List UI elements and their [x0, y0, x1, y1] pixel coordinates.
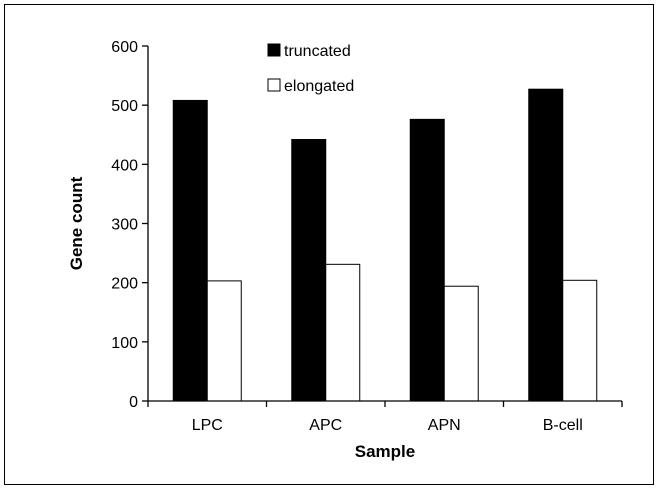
legend-label-elongated: elongated	[284, 78, 354, 95]
bar-elongated-APN	[444, 286, 478, 401]
y-tick-label: 200	[111, 276, 138, 293]
y-tick-label: 600	[111, 39, 138, 56]
bar-truncated-LPC	[173, 100, 207, 401]
legend-swatch-elongated	[268, 79, 280, 91]
x-tick-label: LPC	[192, 417, 223, 434]
bar-elongated-B-cell	[563, 280, 597, 401]
chart-marks	[173, 89, 597, 401]
x-axis-title: Sample	[355, 442, 415, 461]
y-tick-label: 0	[129, 394, 138, 411]
y-tick-label: 300	[111, 217, 138, 234]
y-tick-label: 500	[111, 98, 138, 115]
legend: truncated elongated	[268, 43, 354, 95]
x-tick-label: APN	[428, 417, 461, 434]
y-tick-label: 400	[111, 157, 138, 174]
y-tick-label: 100	[111, 335, 138, 352]
bar-elongated-APC	[326, 264, 360, 401]
legend-label-truncated: truncated	[284, 43, 351, 60]
bar-elongated-LPC	[207, 281, 241, 401]
bar-truncated-APC	[292, 139, 326, 401]
x-tick-label: APC	[309, 417, 342, 434]
x-tick-label: B-cell	[543, 417, 583, 434]
legend-swatch-truncated	[268, 44, 280, 56]
bar-truncated-B-cell	[529, 89, 563, 401]
y-axis-title: Gene count	[67, 176, 86, 270]
bar-truncated-APN	[410, 119, 444, 401]
